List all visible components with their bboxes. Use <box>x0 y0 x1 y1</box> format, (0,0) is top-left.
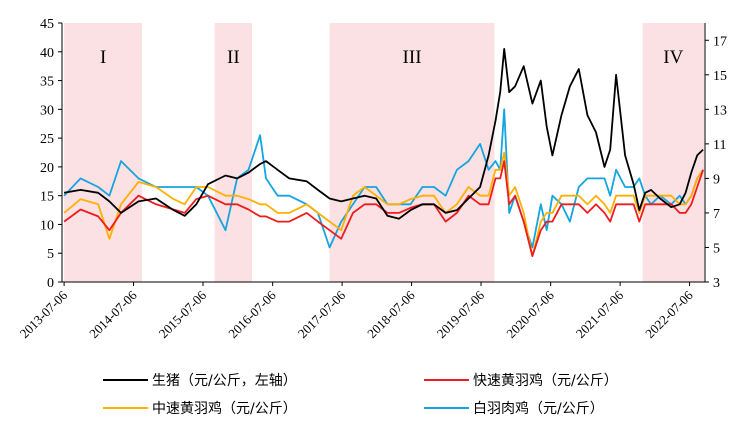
right-tick-label: 3 <box>713 276 720 291</box>
right-tick-label: 7 <box>713 207 720 222</box>
period-band-3 <box>329 23 495 282</box>
series-lines <box>63 48 704 258</box>
left-tick-label: 5 <box>47 247 54 262</box>
x-tick-label: 2020-07-06 <box>503 287 557 341</box>
left-tick-label: 20 <box>40 161 54 176</box>
medium-yellow-chicken-line <box>63 151 704 258</box>
right-tick-label: 13 <box>713 103 727 118</box>
pig-price-line <box>63 48 704 220</box>
left-tick-label: 15 <box>40 190 54 205</box>
period-band-2 <box>214 23 253 282</box>
x-tick-label: 2013-07-06 <box>17 287 71 341</box>
x-tick-label: 2019-07-06 <box>434 287 488 341</box>
legend-label-medium-yellow-chicken: 中速黄羽鸡（元/公斤） <box>152 400 297 417</box>
x-tick-label: 2021-07-06 <box>573 287 627 341</box>
right-tick-label: 9 <box>713 172 720 187</box>
left-tick-label: 35 <box>40 75 54 90</box>
period-band-4 <box>642 23 705 282</box>
period-label-1: I <box>100 47 106 68</box>
period-label-3: III <box>403 47 422 68</box>
left-tick-label: 45 <box>40 17 54 32</box>
period-label-2: II <box>227 47 240 68</box>
right-tick-label: 5 <box>713 241 720 256</box>
left-tick-label: 30 <box>40 103 54 118</box>
x-tick-label: 2017-07-06 <box>295 287 349 341</box>
left-tick-label: 40 <box>40 46 54 61</box>
legend-label-fast-yellow-chicken: 快速黄羽鸡（元/公斤） <box>473 372 618 389</box>
legend-label-white-broiler: 白羽肉鸡（元/公斤） <box>473 400 604 417</box>
x-tick-label: 2022-07-06 <box>642 287 696 341</box>
right-tick-label: 17 <box>713 34 727 49</box>
left-tick-label: 10 <box>40 218 54 233</box>
right-tick-label: 11 <box>713 138 726 153</box>
x-tick-label: 2015-07-06 <box>156 287 210 341</box>
legend-label-pig: 生猪（元/公斤，左轴） <box>152 373 297 389</box>
x-tick-label: 2014-07-06 <box>86 287 140 341</box>
period-band-1 <box>64 23 143 282</box>
fast-yellow-chicken-line <box>63 160 704 258</box>
x-tick-label: 2018-07-06 <box>364 287 418 341</box>
period-labels: I II III IV <box>100 47 684 68</box>
legend: 生猪（元/公斤，左轴） 快速黄羽鸡（元/公斤） 中速黄羽鸡（元/公斤） 白羽肉鸡… <box>103 372 618 417</box>
x-tick-label: 2016-07-06 <box>225 287 279 341</box>
left-tick-label: 0 <box>47 276 54 291</box>
left-tick-label: 25 <box>40 132 54 147</box>
period-label-4: IV <box>663 47 683 68</box>
right-tick-label: 15 <box>713 69 727 84</box>
axes <box>58 22 709 286</box>
white-broiler-line <box>63 108 704 249</box>
period-bands <box>64 23 705 282</box>
